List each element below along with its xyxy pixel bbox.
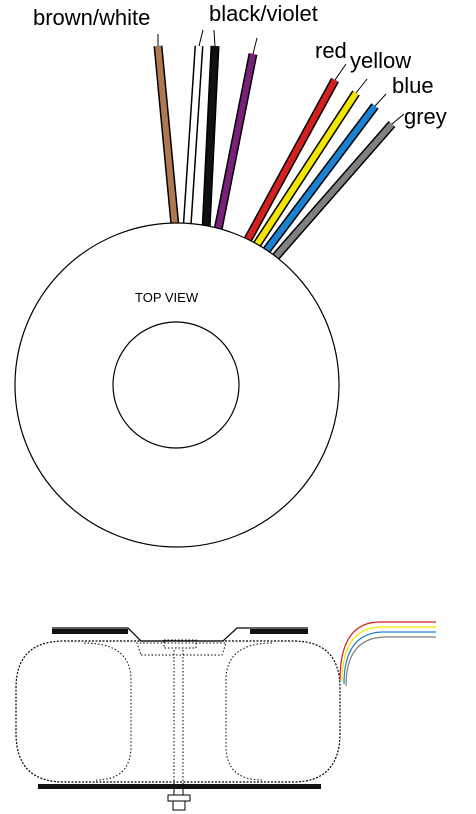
- side-view: [15, 621, 436, 811]
- brown-wire-fill: [155, 45, 178, 227]
- label-top-view: TOP VIEW: [135, 290, 199, 305]
- black-wire-fill: [203, 45, 218, 231]
- yellow-wire-fill: [251, 91, 359, 251]
- top-mounting-plate: [52, 627, 308, 642]
- red-wire-fill: [243, 78, 338, 245]
- side-lead-yellow: [341, 626, 436, 683]
- left-winding-section: [83, 642, 132, 781]
- label-grey: grey: [404, 104, 447, 129]
- violet-wire-fill: [215, 53, 256, 231]
- white-wire-fill: [184, 45, 202, 229]
- side-lead-grey: [345, 636, 436, 687]
- toroid-inner-hole: [112, 321, 240, 449]
- grey-wire-fill: [269, 122, 395, 263]
- label-brown-white: brown/white: [33, 5, 150, 30]
- top-nut: [163, 639, 197, 649]
- side-lead-red: [339, 621, 436, 681]
- label-yellow: yellow: [350, 48, 411, 73]
- top-washer: [136, 642, 227, 656]
- bolt-nut-bottom: [167, 794, 191, 802]
- leader-lines: [157, 29, 405, 125]
- label-black-violet: black/violet: [209, 1, 318, 26]
- right-winding-section: [225, 642, 273, 781]
- blue-wire-fill: [260, 104, 378, 257]
- bolt-tip: [172, 800, 186, 811]
- bottom-mounting-plate: [38, 784, 321, 789]
- top-plate-left-bar: [52, 629, 128, 634]
- label-blue: blue: [392, 73, 434, 98]
- wire-bundle: [153, 45, 396, 264]
- side-lead-blue: [343, 631, 436, 685]
- top-plate-right-bar: [250, 629, 308, 634]
- label-red: red: [315, 38, 347, 63]
- transformer-body-outline: [15, 640, 341, 783]
